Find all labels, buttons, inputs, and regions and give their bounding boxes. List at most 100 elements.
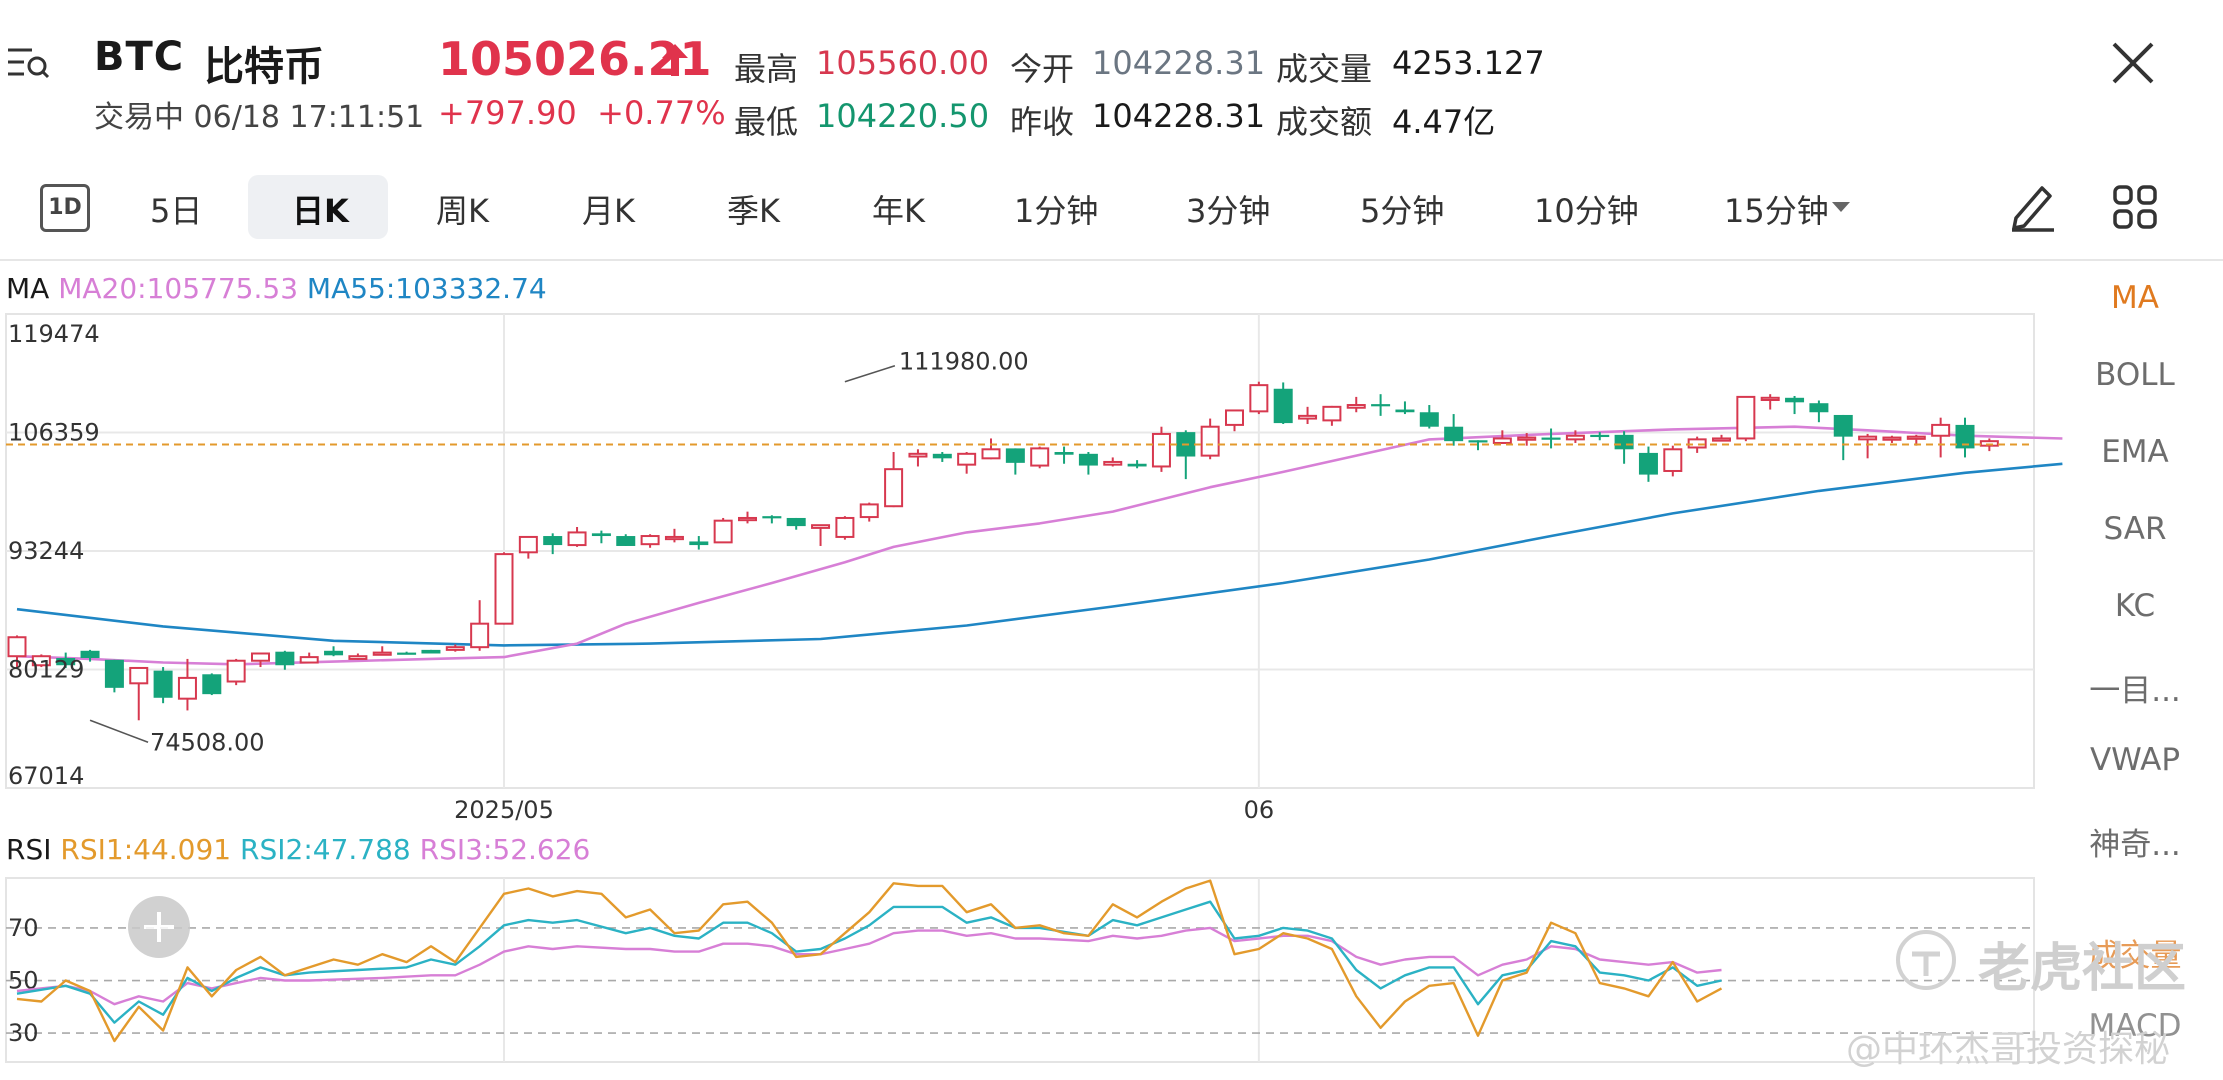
candle-body (543, 536, 563, 546)
change-pct: +0.77% (597, 94, 726, 132)
tab-year-k[interactable]: 年K (872, 192, 925, 230)
candle-body (1882, 436, 1902, 441)
tab-week-k[interactable]: 周K (436, 192, 489, 230)
menu-icon[interactable] (6, 40, 50, 84)
candle-body (616, 536, 636, 546)
candle-up (1225, 409, 1244, 432)
candle-body (251, 652, 270, 662)
tab-day-k-label[interactable]: 日K (292, 192, 349, 230)
indicator-volume[interactable]: 成交量 (2088, 938, 2182, 974)
candle-down (80, 649, 100, 662)
candle-down (153, 667, 173, 704)
tabs-divider (0, 259, 2223, 261)
candle-body (1906, 435, 1926, 440)
stat-open-value: 104228.31 (1092, 44, 1266, 82)
candle-up (1858, 433, 1878, 459)
trading-status: 交易中 06/18 17:11:51 (94, 100, 425, 135)
candle-down (1371, 394, 1391, 416)
stat-prev-close-value: 104228.31 (1092, 97, 1266, 135)
candle-body (591, 533, 611, 537)
candle-body (1371, 404, 1391, 407)
candle-body (1395, 409, 1415, 413)
candle-down (786, 517, 806, 530)
candle-up (1712, 434, 1731, 442)
candle-body (908, 452, 928, 458)
indicator-boll[interactable]: BOLL (2095, 357, 2175, 393)
indicator-sar[interactable]: SAR (2103, 511, 2167, 547)
indicator-ema[interactable]: EMA (2101, 434, 2169, 470)
candle-body (981, 448, 1001, 460)
candle-body (1078, 453, 1098, 466)
candle-down (56, 652, 76, 668)
candle-body (494, 553, 514, 625)
candle-body (1590, 434, 1610, 438)
candle-body (7, 636, 27, 658)
candle-body (1809, 403, 1829, 413)
stat-prev-close-label: 昨收 (1010, 103, 1075, 141)
tab-1d[interactable]: 1D (40, 184, 90, 232)
candle-body (1565, 434, 1585, 441)
candle-up (1736, 395, 1756, 442)
tab-quarter-k[interactable]: 季K (727, 192, 780, 230)
candle-down (1078, 452, 1098, 475)
rsi1-line (16, 879, 1723, 1043)
x-tick-label: 2025/05 (454, 796, 554, 824)
rsi-tick-label: 70 (8, 914, 39, 942)
tab-3min[interactable]: 3分钟 (1186, 192, 1271, 230)
rsi2-line (16, 900, 1722, 1024)
tab-month-k[interactable]: 月K (582, 192, 635, 230)
indicator-ma[interactable]: MA (2111, 280, 2159, 316)
stat-low-value: 104220.50 (816, 97, 990, 135)
candle-up (1346, 396, 1366, 413)
indicator-macd[interactable]: MACD (2088, 1008, 2182, 1044)
tab-5day[interactable]: 5日 (150, 192, 203, 230)
stat-high-value: 105560.00 (816, 44, 990, 82)
candle-body (348, 655, 368, 660)
rsi3-line (16, 926, 1722, 1006)
candle-down (1785, 395, 1805, 415)
candle-body (56, 658, 76, 666)
candle-up (981, 438, 1001, 460)
candle-down (104, 659, 124, 693)
indicator-kc[interactable]: KC (2114, 588, 2156, 624)
ma-legend: MA MA20:105775.53 MA55:103332.74 (6, 272, 547, 305)
candle-body (470, 622, 490, 649)
tab-5min[interactable]: 5分钟 (1360, 192, 1445, 230)
indicator-magic[interactable]: 神奇... (2089, 827, 2181, 863)
y-tick-label: 80129 (8, 656, 84, 684)
candle-down (1809, 400, 1829, 423)
chevron-down-icon[interactable] (1830, 200, 1852, 214)
candle-down (616, 534, 636, 546)
draw-pen-icon[interactable] (2008, 180, 2056, 232)
candle-body (1273, 388, 1293, 424)
candle-body (1103, 460, 1123, 466)
candle-up (1030, 446, 1050, 469)
candle-down (421, 649, 441, 654)
tab-1min[interactable]: 1分钟 (1014, 192, 1099, 230)
tab-15min[interactable]: 15分钟 (1724, 192, 1829, 230)
candle-body (640, 535, 660, 546)
watermark-brand: 老虎社区 (1978, 939, 2187, 999)
indicator-vwap[interactable]: VWAP (2089, 742, 2181, 778)
candle-up (738, 511, 757, 524)
close-icon[interactable] (2108, 38, 2158, 88)
candle-body (1298, 414, 1318, 420)
price-change: +797.90 +0.77% (438, 94, 726, 132)
indicator-ichimoku[interactable]: 一目... (2089, 673, 2181, 709)
stat-low-label: 最低 (734, 103, 799, 141)
tab-10min[interactable]: 10分钟 (1534, 192, 1639, 230)
candle-body (1151, 432, 1171, 468)
tab-day-k[interactable] (248, 175, 388, 239)
candle-body (664, 535, 684, 541)
candle-up (859, 502, 879, 522)
candle-body (275, 651, 295, 666)
stat-volume-label: 成交量 (1276, 50, 1373, 88)
grid-layout-icon[interactable] (2112, 184, 2158, 230)
candle-up (1565, 430, 1585, 443)
add-button[interactable] (128, 896, 190, 958)
candle-up (7, 635, 27, 668)
watermark-author: @中环杰哥投资探秘 (1846, 1029, 2171, 1070)
candle-down (397, 651, 417, 655)
y-tick-label: 93244 (8, 537, 84, 565)
